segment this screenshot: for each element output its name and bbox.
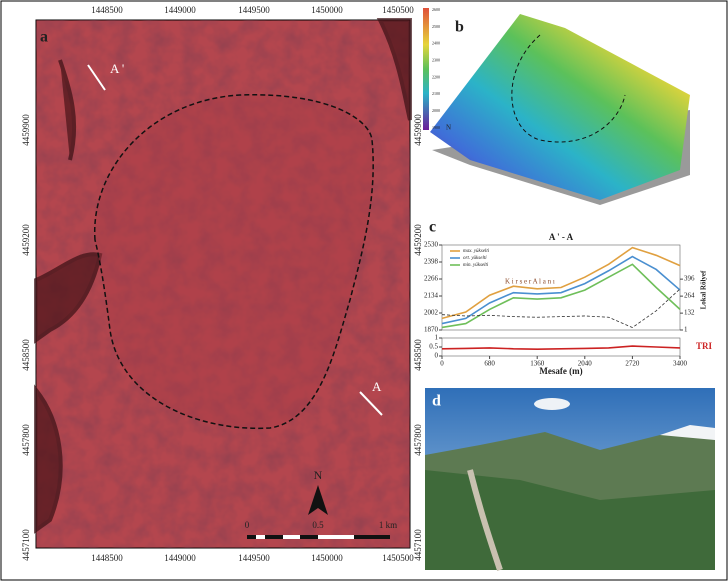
map-x-label: 1450000 xyxy=(311,5,343,15)
x-tick-label: 3400 xyxy=(673,360,688,368)
y-tick-label: 2530 xyxy=(424,241,439,249)
colorbar xyxy=(423,8,429,130)
profile-label: A xyxy=(372,379,382,394)
y2-label: Lokal Rölyef xyxy=(700,270,708,309)
y-tick-label: 2398 xyxy=(424,258,439,266)
y-tick-label: 2266 xyxy=(424,275,439,283)
profile-label: A ' xyxy=(110,61,124,76)
y-tick-label: 1 xyxy=(435,334,439,342)
x-tick-label: 1360 xyxy=(530,360,545,368)
panel-label: b xyxy=(455,19,464,36)
photo-cloud xyxy=(534,398,570,410)
panel-label: d xyxy=(432,393,441,410)
north-label: N xyxy=(314,468,323,482)
colorbar-label: 2100 xyxy=(432,91,440,96)
colorbar-label: 2000 xyxy=(432,108,440,113)
map-y-label: 4457800 xyxy=(413,424,423,456)
y-tick-label: 2134 xyxy=(424,292,439,300)
map-y-label: 4459200 xyxy=(413,224,423,256)
panel-label: c xyxy=(429,219,436,236)
map-x-label: 1449000 xyxy=(164,553,196,563)
x-tick-label: 2720 xyxy=(625,360,640,368)
scale-bar xyxy=(283,535,300,539)
y2-tick-label: 132 xyxy=(684,309,695,317)
x-tick-label: 680 xyxy=(484,360,495,368)
y-tick-label: 1870 xyxy=(424,326,439,334)
map-y-label: 4459900 xyxy=(413,114,423,146)
scale-label: 0 xyxy=(245,520,250,530)
map-x-label: 1450000 xyxy=(311,553,343,563)
figure: A ' A a N 0 0.5 1 km b N c A ' - A K i r… xyxy=(0,0,728,581)
map-x-label: 1450500 xyxy=(382,553,414,563)
scale-label: 1 km xyxy=(379,520,397,530)
map-x-label: 1449500 xyxy=(238,5,270,15)
legend-label: min. yükselti xyxy=(463,263,489,268)
map-x-label: 1450500 xyxy=(382,5,414,15)
north-label: N xyxy=(446,124,451,132)
map-y-label: 4458500 xyxy=(21,339,31,371)
chart-title: A ' - A xyxy=(549,232,574,242)
y-label: TRI xyxy=(696,341,713,351)
map-y-label: 4459900 xyxy=(21,114,31,146)
map-x-label: 1448500 xyxy=(91,5,123,15)
legend-label: ort. yükselti xyxy=(463,256,487,261)
scale-label: 0.5 xyxy=(312,520,324,530)
colorbar-label: 1900 xyxy=(432,125,440,130)
map-y-label: 4457100 xyxy=(21,529,31,561)
y2-tick-label: 1 xyxy=(684,326,688,334)
y-tick-label: 0.5 xyxy=(429,343,438,351)
y2-tick-label: 264 xyxy=(684,292,695,300)
map-y-label: 4459200 xyxy=(21,224,31,256)
annotation: K i r s e r A l a n ı xyxy=(505,278,555,286)
legend-label: max. yükselti xyxy=(463,249,490,254)
map-y-label: 4457800 xyxy=(21,424,31,456)
map-x-label: 1449500 xyxy=(238,553,270,563)
colorbar-label: 2400 xyxy=(432,41,440,46)
panel-label: a xyxy=(40,29,48,46)
colorbar-label: 2500 xyxy=(432,24,440,29)
map-x-label: 1448500 xyxy=(91,553,123,563)
x-tick-label: 0 xyxy=(440,360,444,368)
map-y-label: 4457100 xyxy=(413,529,423,561)
colorbar-label: 2600 xyxy=(432,7,440,12)
x-label: Mesafe (m) xyxy=(539,366,582,376)
map-y-label: 4458500 xyxy=(413,339,423,371)
scale-bar xyxy=(318,535,354,539)
colorbar-label: 2200 xyxy=(432,74,440,79)
map-x-label: 1449000 xyxy=(164,5,196,15)
y2-tick-label: 396 xyxy=(684,275,695,283)
scale-bar xyxy=(256,535,265,539)
y-tick-label: 2002 xyxy=(424,309,439,317)
colorbar-label: 2300 xyxy=(432,57,440,62)
x-tick-label: 2040 xyxy=(578,360,593,368)
y-tick-label: 0 xyxy=(435,352,439,360)
